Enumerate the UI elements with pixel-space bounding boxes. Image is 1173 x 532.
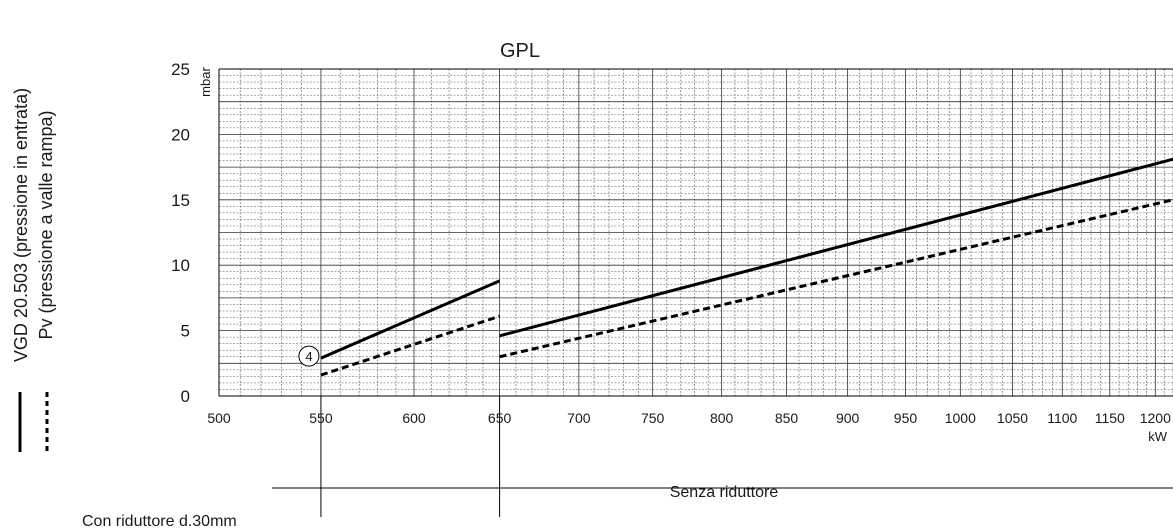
marker-label: 4	[305, 349, 312, 364]
x-tick-label: 1200	[1140, 410, 1171, 426]
x-tick-label: 950	[894, 410, 918, 426]
x-tick-label: 800	[710, 410, 734, 426]
axis-ticks: 500 550 600 650 700 750 800 850 900 950 1000 1050 11…	[171, 60, 1171, 426]
x-axis-unit: kW	[1148, 429, 1168, 444]
marker-circle	[298, 345, 320, 367]
y-tick-label: 0	[181, 387, 190, 406]
x-tick-label: 600	[402, 410, 426, 426]
y-tick-label: 15	[171, 191, 190, 210]
x-tick-label: 1000	[945, 410, 976, 426]
legend-label-solid: VGD 20.503 (pressione in entrata)	[11, 88, 31, 362]
x-tick-label: 850	[775, 410, 799, 426]
x-tick-label: 900	[836, 410, 860, 426]
x-tick-label: 650	[488, 410, 512, 426]
annotation-con-riduttore: Con riduttore d.30mm	[82, 513, 237, 530]
y-tick-label: 10	[171, 256, 190, 275]
y-tick-label: 25	[171, 60, 190, 79]
series-line-vgd-inlet	[320, 279, 501, 360]
x-tick-label: 700	[567, 410, 591, 426]
x-tick-label: 1150	[1095, 410, 1125, 426]
legend-label-dashed: Pv (pressione a valle rampa)	[36, 110, 56, 339]
series-line-vgd-inlet	[499, 157, 1173, 338]
series-line-pv-downstream	[320, 314, 501, 377]
x-tick-label: 1050	[997, 410, 1028, 426]
y-tick-label: 5	[181, 322, 190, 341]
x-tick-label: 550	[309, 410, 333, 426]
x-tick-label: 1100	[1047, 410, 1077, 426]
x-tick-label: 750	[641, 410, 665, 426]
y-axis-unit: mbar	[198, 67, 213, 97]
annotation-senza-riduttore: Senza riduttore	[670, 484, 779, 501]
series-line-pv-downstream	[499, 198, 1173, 359]
chart-title: GPL	[500, 40, 540, 62]
grid	[218, 68, 1173, 397]
x-tick-label: 500	[207, 410, 231, 426]
y-tick-label: 20	[171, 125, 190, 144]
plot-area: 4	[272, 157, 1173, 517]
